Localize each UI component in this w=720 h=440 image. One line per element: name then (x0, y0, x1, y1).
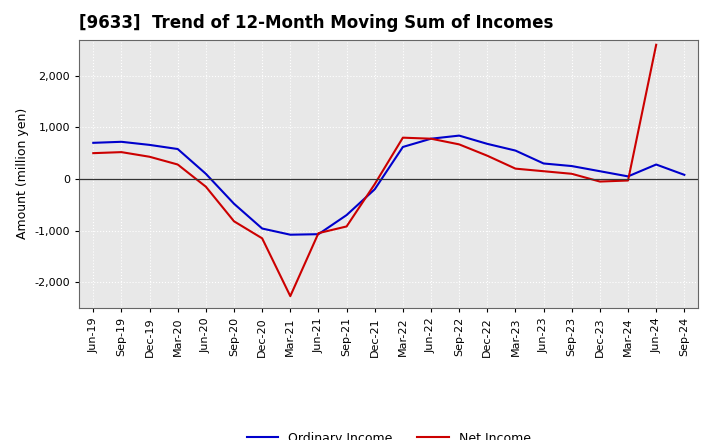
Net Income (483, 153, 492, 158)
Net Income (342, 224, 351, 229)
Ordinary Income (174, 147, 182, 152)
Ordinary Income (567, 163, 576, 169)
Net Income (624, 178, 632, 183)
Net Income (258, 236, 266, 241)
Net Income (145, 154, 154, 159)
Ordinary Income (258, 226, 266, 231)
Ordinary Income (314, 231, 323, 237)
Ordinary Income (539, 161, 548, 166)
Net Income (89, 150, 98, 156)
Ordinary Income (483, 141, 492, 147)
Net Income (174, 162, 182, 167)
Net Income (511, 166, 520, 171)
Ordinary Income (427, 136, 436, 141)
Net Income (202, 184, 210, 189)
Net Income (117, 150, 126, 155)
Ordinary Income (370, 187, 379, 192)
Y-axis label: Amount (million yen): Amount (million yen) (16, 108, 29, 239)
Ordinary Income (89, 140, 98, 146)
Ordinary Income (595, 169, 604, 174)
Legend: Ordinary Income, Net Income: Ordinary Income, Net Income (242, 427, 536, 440)
Net Income (455, 142, 464, 147)
Net Income (539, 169, 548, 174)
Ordinary Income (342, 213, 351, 218)
Net Income (399, 135, 408, 140)
Ordinary Income (511, 148, 520, 153)
Text: [9633]  Trend of 12-Month Moving Sum of Incomes: [9633] Trend of 12-Month Moving Sum of I… (79, 15, 554, 33)
Ordinary Income (455, 133, 464, 138)
Net Income (652, 42, 660, 48)
Net Income (567, 171, 576, 176)
Ordinary Income (145, 142, 154, 147)
Ordinary Income (117, 139, 126, 144)
Ordinary Income (399, 144, 408, 150)
Ordinary Income (624, 174, 632, 179)
Ordinary Income (652, 162, 660, 167)
Ordinary Income (202, 171, 210, 176)
Net Income (370, 181, 379, 187)
Ordinary Income (680, 172, 688, 177)
Net Income (286, 293, 294, 299)
Ordinary Income (286, 232, 294, 237)
Net Income (230, 219, 238, 224)
Net Income (314, 231, 323, 236)
Line: Net Income: Net Income (94, 45, 656, 296)
Net Income (595, 179, 604, 184)
Ordinary Income (230, 201, 238, 206)
Line: Ordinary Income: Ordinary Income (94, 136, 684, 235)
Net Income (427, 136, 436, 141)
